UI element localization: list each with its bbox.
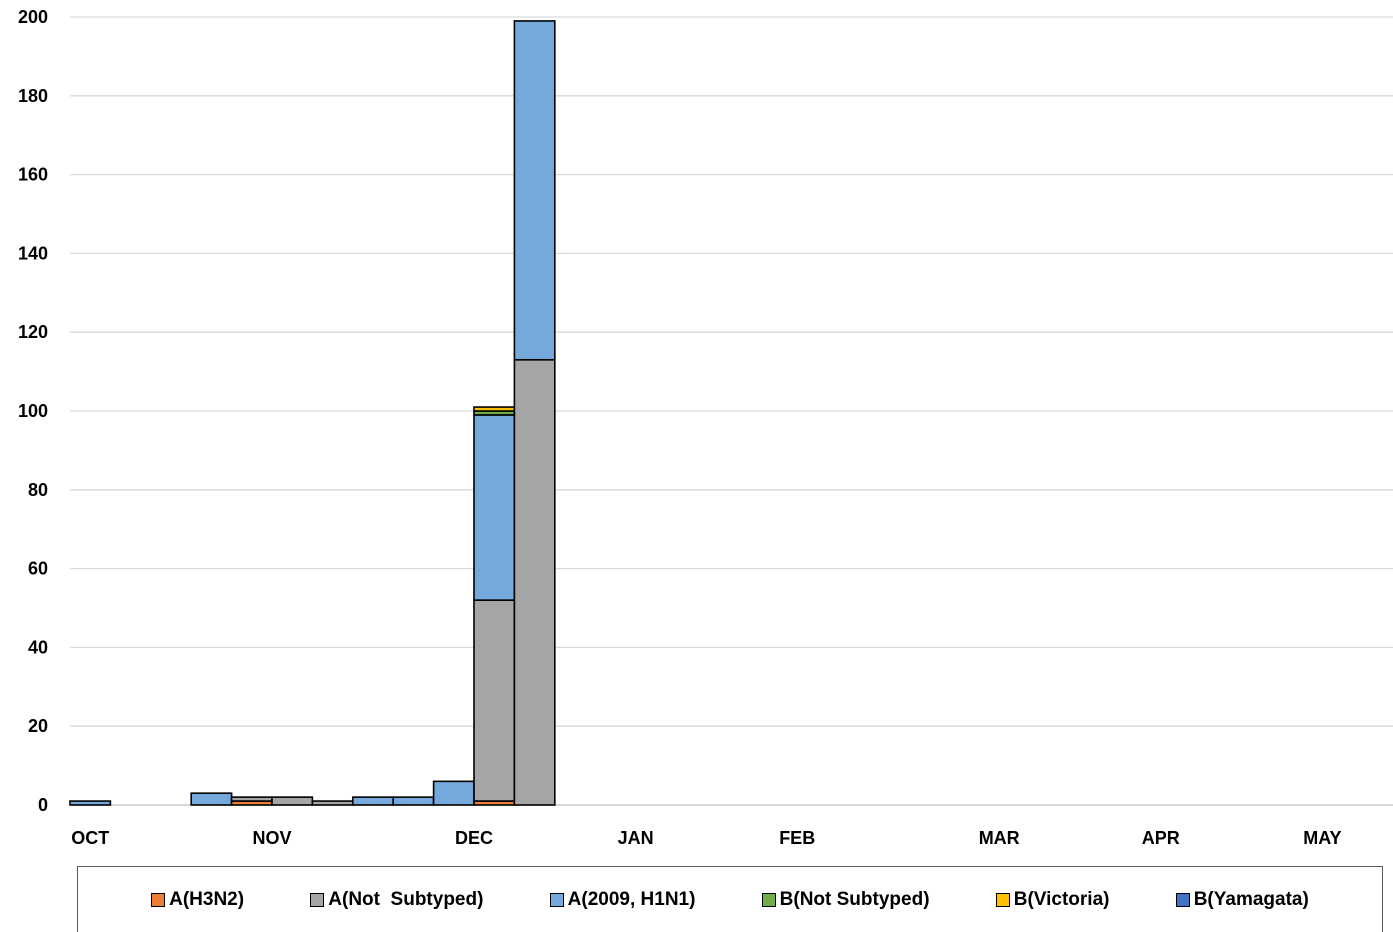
legend-label: A(H3N2): [169, 888, 245, 910]
bar-segment: [190, 792, 233, 806]
legend-swatch: [995, 892, 1010, 907]
legend-item: B(Not Subtyped): [761, 888, 930, 911]
y-tick-label: 40: [28, 637, 48, 657]
bar-segment: [473, 406, 516, 412]
bar-segment: [432, 780, 475, 806]
x-month-label: NOV: [252, 828, 291, 848]
bar-segment: [513, 20, 556, 361]
legend-swatch: [151, 892, 166, 907]
gridlines: [70, 16, 1393, 806]
legend-item: A(H3N2): [151, 889, 244, 911]
x-month-label: FEB: [779, 828, 815, 848]
y-tick-label: 0: [38, 795, 48, 815]
legend-item: A(2009, H1N1): [549, 888, 696, 911]
legend-item: B(Yamagata): [1175, 888, 1309, 911]
bar-segment: [392, 796, 435, 806]
legend-item: A(Not Subtyped): [310, 889, 483, 911]
y-tick-label: 60: [28, 559, 48, 579]
x-month-label: JAN: [618, 828, 654, 848]
legend-swatch: [761, 892, 776, 907]
legend-label: B(Victoria): [1013, 888, 1110, 910]
bar-segment: [271, 796, 314, 806]
bar-segment: [351, 796, 394, 806]
legend-label: B(Not Subtyped): [779, 888, 930, 910]
bar-segment: [69, 800, 112, 806]
legend-label: A(Not Subtyped): [328, 888, 484, 910]
legend-label: A(2009, H1N1): [567, 888, 696, 910]
bar-segment: [230, 796, 273, 802]
bar-segment: [311, 800, 354, 806]
legend-item: B(Victoria): [995, 888, 1110, 911]
legend-label: B(Yamagata): [1193, 888, 1309, 910]
legend-swatch: [549, 892, 564, 907]
x-axis-month-labels: OCT NOV DEC JAN FEB MAR APR MAY: [71, 828, 1341, 848]
y-tick-label: 140: [18, 243, 48, 263]
legend: A(H3N2) A(Not Subtyped) A(2009, H1N1) B(Not…: [77, 866, 1383, 932]
x-month-label: APR: [1142, 828, 1180, 848]
y-tick-label: 200: [18, 7, 48, 27]
y-tick-label: 120: [18, 322, 48, 342]
bars: [69, 20, 556, 806]
y-axis-tick-labels: 0 20 40 60 80 100 120 140 160 180 200: [18, 7, 48, 815]
x-month-label: DEC: [455, 828, 493, 848]
x-month-label: MAY: [1303, 828, 1341, 848]
y-tick-label: 180: [18, 86, 48, 106]
y-tick-label: 80: [28, 480, 48, 500]
x-month-label: OCT: [71, 828, 109, 848]
bar-segment: [473, 599, 516, 802]
y-tick-label: 20: [28, 716, 48, 736]
legend-swatch: [1175, 892, 1190, 907]
y-tick-label: 100: [18, 401, 48, 421]
x-month-label: MAR: [979, 828, 1020, 848]
chart-area: 0 20 40 60 80 100 120 140 160 180 200 OCT NOV DEC JAN…: [18, 7, 1393, 848]
bar-segment: [513, 358, 556, 806]
legend-swatch: [310, 892, 325, 907]
y-tick-label: 160: [18, 165, 48, 185]
bar-segment: [473, 414, 516, 601]
